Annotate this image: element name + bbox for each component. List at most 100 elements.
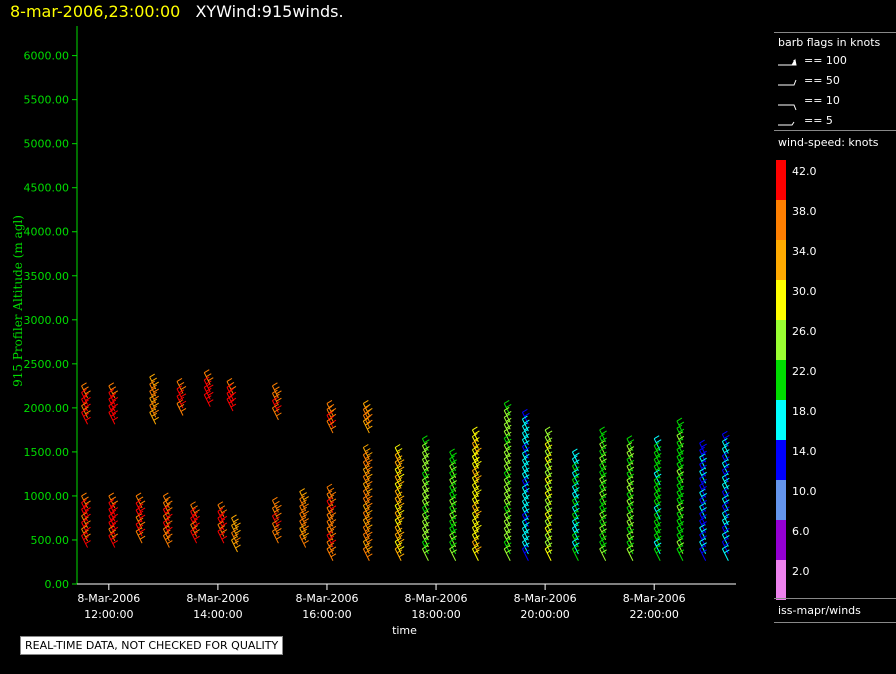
barb-flag	[203, 376, 210, 381]
barb-flag	[153, 388, 159, 393]
barb-flag	[108, 395, 115, 400]
wind-barb	[449, 510, 457, 527]
barb-staff	[394, 548, 402, 561]
wind-barb	[190, 507, 200, 524]
barb-flag	[112, 390, 119, 395]
wind-barb	[108, 505, 119, 522]
wind-barb	[626, 449, 635, 465]
barb-flag	[365, 491, 371, 496]
wind-barb	[599, 440, 607, 457]
barb-flag	[205, 387, 212, 392]
wind-barb	[599, 531, 607, 548]
barb-flag	[701, 549, 707, 554]
barb-staff	[326, 528, 334, 541]
barb-flag	[653, 462, 660, 467]
colorbar-swatch	[776, 520, 786, 560]
wind-barb	[421, 497, 430, 513]
barb-flag	[572, 469, 578, 474]
barb-flag	[167, 500, 173, 505]
wind-barb	[571, 483, 580, 499]
barb-flag	[724, 535, 730, 539]
barb-flag	[522, 531, 528, 536]
barb-flag	[676, 502, 683, 507]
barb-flag	[328, 421, 335, 426]
barb-flag	[722, 516, 728, 521]
barb-staff	[676, 534, 684, 547]
barb-staff	[503, 410, 511, 423]
barb-flag	[365, 469, 371, 474]
barb-flag	[85, 410, 91, 415]
barb-flag	[149, 394, 155, 399]
barb-flag	[230, 391, 237, 396]
wind-barb	[544, 482, 553, 499]
colorbar-swatch	[776, 360, 786, 400]
barb-flag	[699, 439, 705, 444]
barb-staff	[421, 465, 429, 479]
wind-barb	[149, 394, 159, 411]
wind-barb	[571, 545, 580, 561]
wind-barb	[599, 524, 607, 541]
barb-staff	[162, 495, 170, 509]
barb-staff	[653, 465, 661, 479]
wind-barb	[135, 499, 146, 516]
barb-flag	[451, 459, 457, 464]
barb-staff	[721, 462, 729, 476]
wind-barb	[362, 405, 373, 422]
barb-flag	[139, 500, 146, 505]
barb-flag	[219, 505, 226, 510]
barb-flag	[505, 528, 512, 533]
wind-barb	[653, 449, 662, 465]
wind-barb	[108, 402, 119, 418]
barb-flag	[449, 448, 455, 453]
wind-barb	[653, 462, 662, 479]
barb-flag	[655, 535, 662, 540]
barb-flag	[628, 508, 635, 512]
wind-barb	[626, 538, 635, 555]
barb-flag	[699, 524, 705, 529]
wind-barb	[81, 505, 91, 522]
wind-barb	[544, 538, 553, 555]
barb-staff	[599, 513, 607, 527]
barb-staff	[626, 472, 634, 486]
barb-flag	[217, 507, 224, 512]
wind-barb	[108, 518, 119, 535]
barb-staff	[544, 506, 552, 520]
wind-barb	[676, 438, 685, 455]
wind-barb	[421, 435, 430, 451]
barb-flag	[330, 512, 337, 517]
wind-barb	[135, 492, 146, 509]
barb-flag	[655, 480, 662, 485]
barb-flag	[303, 503, 309, 508]
barb-flag	[722, 523, 728, 528]
barb-flag	[505, 424, 512, 429]
barb-staff	[676, 491, 684, 505]
barb-staff	[503, 500, 511, 513]
barb-flag	[233, 533, 239, 538]
barb-flag	[701, 507, 707, 511]
barb-flag	[365, 421, 371, 426]
barb-flag	[699, 517, 705, 522]
barb-flag	[626, 504, 633, 508]
barb-staff	[521, 418, 529, 432]
barb-flag	[601, 542, 607, 547]
barb-flag	[655, 446, 662, 451]
wind-barb	[271, 404, 282, 421]
barb-flag	[699, 460, 705, 465]
barb-flag	[83, 503, 89, 507]
barb-flag	[424, 542, 430, 547]
wind-barb	[626, 442, 635, 458]
barb-flag	[365, 484, 371, 489]
barb-flag	[167, 540, 173, 544]
barb-flag	[626, 497, 633, 502]
legend-divider	[774, 598, 896, 599]
barb-staff	[503, 507, 511, 520]
barb-staff	[544, 443, 552, 457]
barb-flag	[472, 516, 478, 521]
barb-flag	[676, 495, 683, 500]
barb-flag	[505, 493, 512, 498]
wind-barb	[217, 501, 228, 517]
barb-flag	[522, 408, 528, 413]
barb-flag	[522, 511, 528, 516]
barb-flag	[85, 520, 91, 525]
barb-flag	[626, 476, 633, 481]
